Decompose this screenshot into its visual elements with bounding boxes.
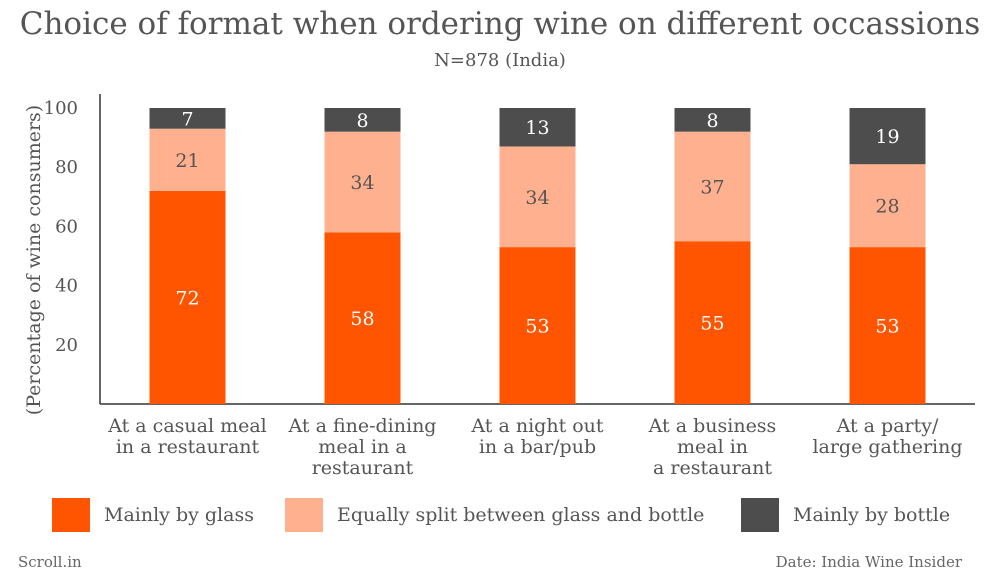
legend-label-bottle: Mainly by bottle — [793, 504, 951, 526]
data-label-split: 21 — [175, 150, 199, 172]
bar-segment-glass — [149, 190, 226, 404]
y-tick-label: 60 — [55, 216, 78, 237]
bar-segment-split — [499, 146, 576, 248]
chart-subtitle: N=878 (India) — [434, 50, 566, 71]
bar-segment-bottle — [674, 108, 751, 132]
bar-segment-glass — [849, 247, 926, 404]
legend-label-split: Equally split between glass and bottle — [337, 504, 705, 526]
bar-segment-bottle — [849, 108, 926, 165]
x-tick-label: At a party/large gathering — [812, 415, 962, 458]
y-tick-label: 100 — [44, 98, 78, 119]
data-label-glass: 53 — [525, 316, 549, 338]
x-tick-label: At a night out in a bar/pub — [470, 415, 603, 458]
data-label-glass: 72 — [175, 287, 199, 309]
data-label-split: 28 — [875, 196, 899, 218]
bar-segment-split — [324, 131, 401, 233]
chart-title: Choice of format when ordering wine on d… — [19, 6, 981, 42]
legend-label-glass: Mainly by glass — [104, 504, 254, 526]
bar-segment-bottle — [324, 108, 401, 132]
bar-segment-glass — [499, 247, 576, 404]
y-tick-label: 80 — [55, 157, 78, 178]
y-tick-label: 40 — [55, 276, 78, 297]
bar-segment-split — [674, 131, 751, 242]
bar-segment-bottle — [149, 108, 226, 129]
data-source: Date: India Wine Insider — [775, 553, 962, 571]
data-label-bottle: 13 — [525, 117, 549, 139]
bar-segment-split — [149, 128, 226, 191]
data-label-split: 34 — [525, 187, 549, 209]
legend-swatch-split — [285, 498, 323, 532]
x-tick-label: At a casual meal in a restaurant — [107, 415, 267, 458]
data-label-bottle: 7 — [181, 108, 193, 130]
x-tick-label: At a fine-dining meal in a restaurant — [288, 415, 437, 479]
legend: Mainly by glass Equally split between gl… — [0, 498, 1000, 538]
data-label-bottle: 8 — [706, 110, 718, 132]
legend-swatch-glass — [52, 498, 90, 532]
data-label-split: 34 — [350, 172, 374, 194]
data-label-glass: 58 — [350, 308, 374, 330]
bar-segment-split — [849, 164, 926, 248]
x-tick-label: At a business meal in a restaurant — [648, 415, 777, 479]
data-label-glass: 53 — [875, 316, 899, 338]
legend-item-bottle: Mainly by bottle — [741, 498, 950, 532]
legend-item-glass: Mainly by glass — [52, 498, 254, 532]
y-tick-label: 20 — [55, 335, 78, 356]
legend-swatch-bottle — [741, 498, 779, 532]
legend-item-split: Equally split between glass and bottle — [285, 498, 704, 532]
bar-segment-glass — [674, 241, 751, 404]
stacked-bar-chart: 20 40 60 80 100(Percentage of wine consumers… — [23, 94, 975, 479]
data-label-bottle: 19 — [875, 126, 899, 148]
y-axis-label: (Percentage of wine consumers) — [23, 105, 45, 415]
source-credit: Scroll.in — [18, 553, 82, 571]
data-label-split: 37 — [700, 176, 724, 198]
bar-segment-bottle — [499, 108, 576, 147]
data-label-bottle: 8 — [356, 110, 368, 132]
data-label-glass: 55 — [700, 313, 724, 335]
bar-segment-glass — [324, 232, 401, 404]
